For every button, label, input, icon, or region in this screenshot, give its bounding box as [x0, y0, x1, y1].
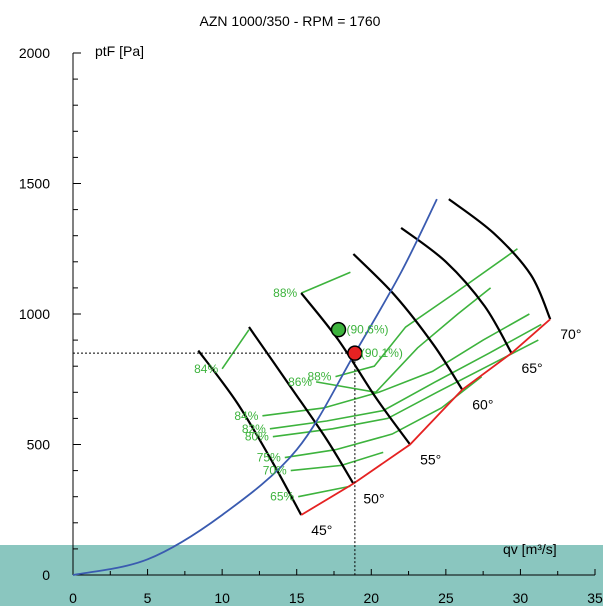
efficiency-line — [221, 329, 250, 370]
y-tick-label: 1500 — [19, 176, 50, 192]
x-axis-label: qv [m³/s] — [503, 541, 557, 557]
efficiency-line — [298, 485, 351, 498]
limit-line-layer — [300, 318, 551, 516]
chart-title: AZN 1000/350 - RPM = 1760 — [200, 13, 381, 29]
y-tick-label: 1000 — [19, 306, 50, 322]
efficiency-label: 88% — [273, 286, 297, 300]
x-tick-label: 5 — [144, 590, 152, 606]
efficiency-label: 75% — [257, 451, 281, 465]
efficiency-line — [272, 339, 539, 438]
x-tick-label: 10 — [214, 590, 230, 606]
fan-curve — [300, 292, 411, 446]
fan-curve — [448, 198, 552, 320]
blade-angle-label: 55° — [420, 452, 441, 468]
x-tick-label: 35 — [587, 590, 603, 606]
efficiency-line — [335, 248, 518, 378]
y-tick-label: 500 — [27, 437, 51, 453]
best-efficiency-point — [330, 321, 347, 338]
efficiency-line — [315, 287, 492, 394]
efficiency-line — [300, 271, 351, 294]
fan-curve — [400, 226, 513, 354]
efficiency-label: 70% — [263, 464, 287, 478]
operating-point — [347, 345, 363, 361]
x-tick-label: 0 — [69, 590, 77, 606]
x-tick-label: 30 — [513, 590, 529, 606]
fan-curve — [352, 253, 464, 391]
y-tick-label: 0 — [42, 567, 50, 583]
fan-curve — [248, 326, 355, 485]
blade-angle-label: 70° — [560, 326, 581, 342]
blade-angle-label: 60° — [472, 397, 493, 413]
efficiency-label: 65% — [270, 490, 294, 504]
operating-point-label: (90,1%) — [361, 346, 403, 360]
system-curve-layer — [72, 198, 438, 576]
tick-marks — [72, 52, 596, 576]
fan-curves — [197, 198, 552, 516]
x-tick-label: 20 — [363, 590, 379, 606]
labels: 0 5 10 15 20 25 30 35 0 500 1000 1500 2000 65% 70%75% 8… — [19, 45, 603, 606]
efficiency-line — [262, 313, 530, 417]
blade-angle-label: 50° — [363, 491, 384, 507]
efficiency-label: 84% — [234, 409, 258, 423]
efficiency-line — [269, 323, 542, 430]
best-point-label: (90,6%) — [346, 323, 388, 337]
x-tick-label: 15 — [289, 590, 305, 606]
efficiency-label: 88% — [307, 370, 331, 384]
efficiency-label: 84% — [194, 362, 218, 376]
x-tick-label: 25 — [438, 590, 454, 606]
limit-line — [300, 318, 551, 516]
y-axis-label: ptF [Pa] — [95, 43, 144, 59]
y-tick-label: 2000 — [19, 45, 50, 61]
operating-points — [330, 321, 363, 361]
blade-angle-label: 65° — [521, 360, 542, 376]
fan-curve — [197, 349, 303, 516]
efficiency-label: 82% — [242, 422, 266, 436]
efficiency-label: 86% — [288, 375, 312, 389]
operating-guides — [73, 352, 356, 575]
efficiency-label: 80% — [245, 430, 269, 444]
blade-angle-label: 45° — [311, 522, 332, 538]
system-curve — [72, 198, 438, 576]
